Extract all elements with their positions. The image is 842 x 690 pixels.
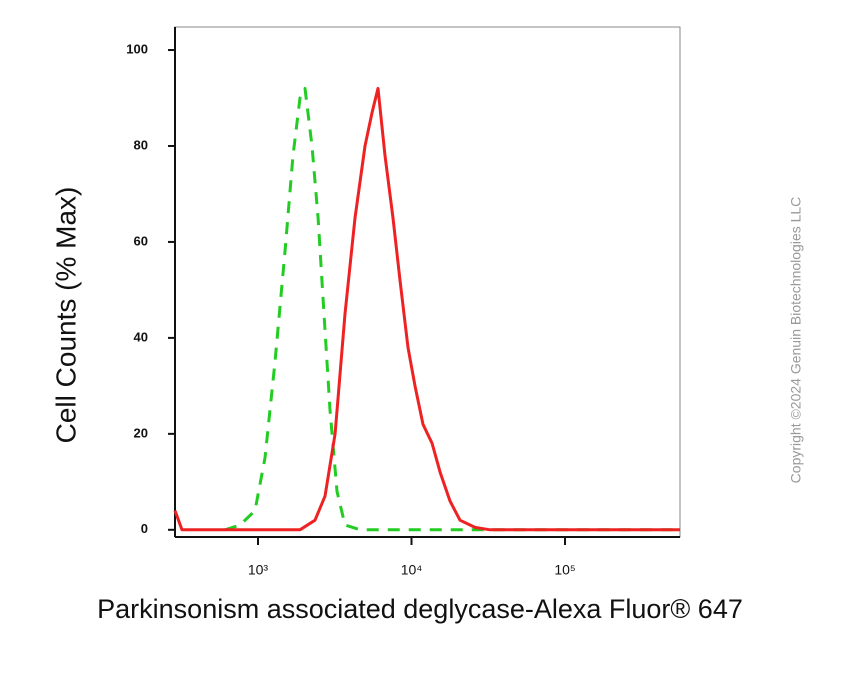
x-tick-label: 10⁴ — [401, 562, 423, 578]
x-axis-label: Parkinsonism associated deglycase-Alexa … — [97, 594, 743, 624]
y-tick-label: 20 — [134, 425, 148, 440]
chart: Cell Counts (% Max) Copyright ©2024 Genu… — [50, 26, 804, 578]
plot-frame — [174, 26, 681, 538]
x-tick-label: 10⁵ — [554, 562, 575, 578]
y-axis-label: Cell Counts (% Max) — [50, 187, 81, 444]
series-line — [173, 86, 680, 532]
y-tick-label: 100 — [126, 41, 148, 56]
y-tick-label: 0 — [141, 521, 148, 536]
y-tick-label: 60 — [134, 233, 148, 248]
x-tick-label: 10³ — [248, 562, 269, 578]
y-tick-label: 40 — [134, 329, 148, 344]
watermark: Copyright ©2024 Genuin Biotechnologies L… — [788, 197, 804, 484]
y-tick-label: 80 — [134, 137, 148, 152]
series-line — [224, 86, 680, 532]
